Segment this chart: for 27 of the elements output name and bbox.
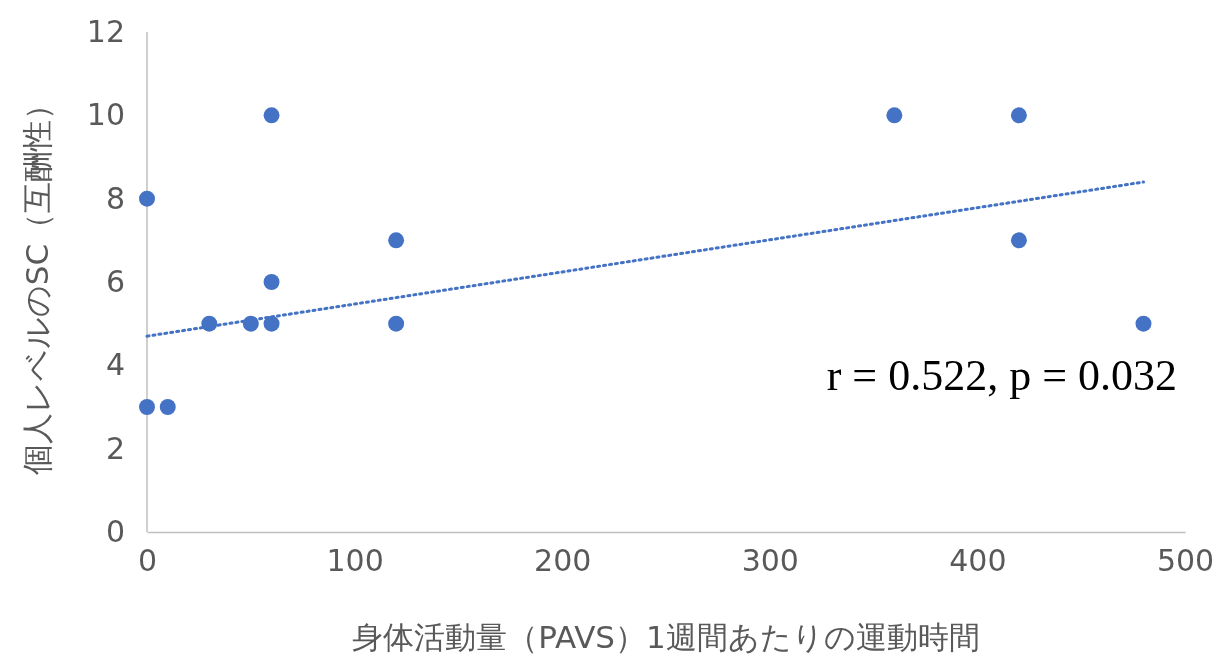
point — [139, 399, 155, 415]
y-tick-label: 10 — [86, 97, 125, 133]
point — [388, 232, 405, 249]
y-axis-title: 個人レベルのSC（互酬性） — [19, 88, 55, 476]
point — [159, 399, 176, 415]
y-tick-label: 12 — [86, 14, 125, 50]
point — [263, 107, 280, 124]
x-tick-label: 500 — [1156, 543, 1215, 579]
x-tick-label: 400 — [949, 543, 1007, 579]
y-tick-label: 4 — [105, 347, 125, 383]
point — [263, 274, 280, 290]
x-axis-title: 身体活動量（PAVS）1週間あたりの運動時間 — [352, 619, 980, 655]
x-tick-label: 300 — [741, 543, 799, 579]
point — [886, 107, 903, 124]
x-tick-label: 100 — [326, 543, 384, 579]
point — [139, 190, 155, 207]
x-tick-label: 0 — [137, 543, 158, 579]
y-tick-label: 2 — [105, 430, 125, 466]
x-tick-label: 200 — [534, 543, 592, 579]
point — [1135, 315, 1152, 332]
y-tick-label: 6 — [105, 264, 125, 300]
y-tick-label: 8 — [105, 180, 125, 216]
point — [1010, 232, 1027, 249]
point — [1010, 107, 1027, 124]
annotation: r = 0.522, p = 0.032 — [826, 351, 1177, 401]
point — [388, 315, 405, 332]
y-tick-label: 0 — [105, 514, 125, 550]
